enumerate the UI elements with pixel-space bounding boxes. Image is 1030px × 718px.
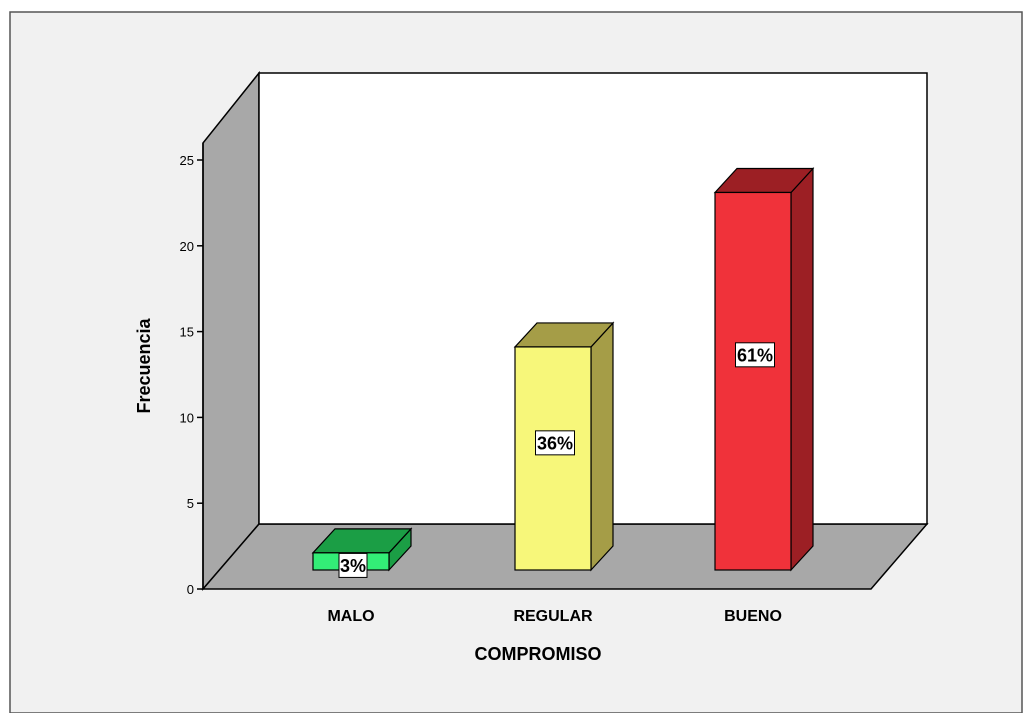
- y-tick-label: 0: [187, 582, 194, 597]
- bar-malo: 3%: [311, 527, 413, 578]
- data-label-box: [535, 430, 575, 456]
- data-label: 3%: [340, 556, 366, 576]
- bar-regular: 36%: [513, 321, 615, 572]
- side-wall: [202, 70, 260, 592]
- data-label: 36%: [537, 433, 573, 453]
- x-axis-title: COMPROMISO: [474, 644, 601, 664]
- x-axis-labels: MALO REGULAR BUENO: [327, 608, 781, 625]
- bars: 3% 36% 61%: [311, 166, 815, 578]
- x-category-label: BUENO: [724, 608, 782, 625]
- y-axis-title: Frecuencia: [134, 317, 154, 413]
- x-category-label: MALO: [327, 608, 374, 625]
- bar-side-face: [790, 166, 814, 572]
- y-tick-label: 20: [180, 239, 194, 254]
- bar-bueno: 61%: [713, 166, 815, 572]
- y-axis-ticks: 0 5 10 15 20 25: [180, 153, 203, 597]
- y-tick-label: 10: [180, 410, 194, 425]
- data-label: 61%: [737, 345, 773, 365]
- x-category-label: REGULAR: [513, 608, 593, 625]
- data-label-box: [338, 552, 368, 578]
- bar-front-face: [514, 346, 592, 571]
- bar-side-face: [590, 321, 614, 572]
- y-tick-label: 5: [187, 496, 194, 511]
- y-tick-label: 25: [180, 153, 194, 168]
- bar-front-face: [714, 191, 792, 571]
- data-label-box: [735, 342, 775, 368]
- y-tick-label: 15: [180, 325, 194, 340]
